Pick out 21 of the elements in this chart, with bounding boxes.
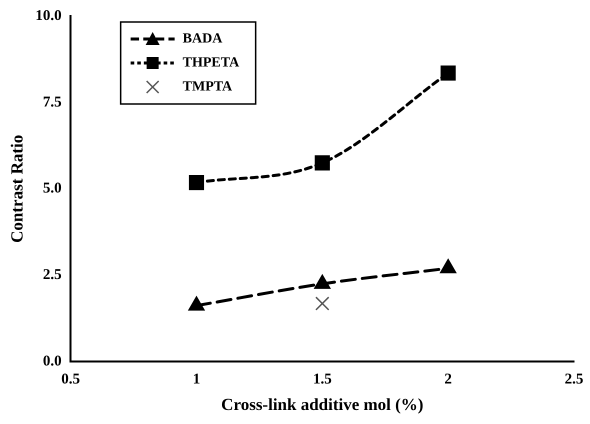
point [314,155,330,170]
point [440,65,456,81]
y-tick-label: 2.5 [42,267,62,284]
legend-label: THPETA [182,56,240,71]
legend-label: BADA [182,32,224,47]
x-tick-label: 1 [192,371,200,388]
y-tick-label: 5.0 [42,180,62,197]
y-tick-label: 10.0 [35,8,62,24]
y-tick-label: 7.5 [42,94,62,110]
point [314,274,331,289]
point [188,175,204,190]
point [188,296,205,311]
x-tick-label: 0.5 [61,371,80,388]
y-axis-title: Contrast Ratio [8,134,27,243]
y-tick-label: 0.0 [42,353,62,370]
legend-label: TMPTA [182,80,234,95]
x-tick-label: 1.5 [312,371,332,388]
point [440,258,456,274]
x-axis-title: Cross-link additive mol (%) [221,395,424,414]
x-tick-label: 2 [444,371,452,388]
x-tick-label: 2.5 [564,371,584,388]
